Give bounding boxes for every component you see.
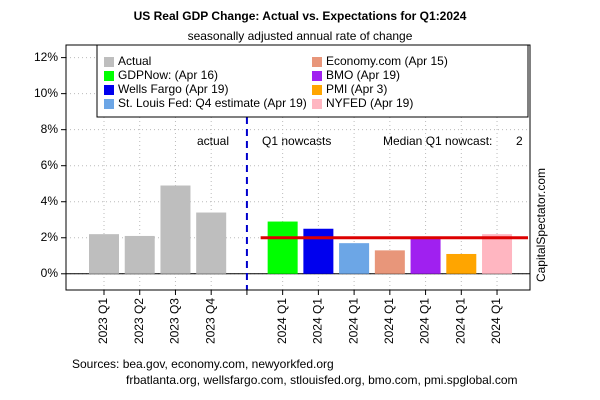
legend-swatch	[312, 57, 322, 67]
x-tick-label: 2024 Q1	[453, 298, 467, 344]
plot-frame	[65, 44, 531, 291]
bar	[410, 237, 441, 274]
y-tick-label: 8%	[41, 122, 59, 136]
median-label: Median Q1 nowcast:	[383, 134, 492, 148]
legend-swatch	[104, 99, 114, 109]
legend-label: GDPNow: (Apr 16)	[118, 68, 218, 82]
x-tick-label: 2024 Q1	[489, 298, 503, 344]
x-tick-label: 2024 Q1	[346, 298, 360, 344]
legend-swatch	[104, 85, 114, 95]
side-text: CapitalSpectator.com	[534, 168, 548, 282]
x-tick-label: 2023 Q2	[132, 298, 146, 344]
x-tick-label: 2023 Q3	[168, 298, 182, 344]
source-line: frbatlanta.org, wellsfargo.com, stlouisf…	[126, 373, 518, 387]
y-tick-label: 0%	[41, 266, 59, 280]
bar	[160, 185, 191, 274]
bar	[339, 243, 370, 274]
legend-swatch	[104, 57, 114, 67]
legend-swatch	[104, 71, 114, 81]
chart-subtitle: seasonally adjusted annual rate of chang…	[188, 29, 413, 43]
x-tick-label: 2024 Q1	[311, 298, 325, 344]
x-tick-label: 2024 Q1	[382, 298, 396, 344]
legend-label: NYFED (Apr 19)	[326, 96, 413, 110]
legend-label: Actual	[118, 54, 151, 68]
legend-label: PMI (Apr 3)	[326, 82, 387, 96]
source-line: Sources: bea.gov, economy.com, newyorkfe…	[72, 357, 334, 371]
median-value: 2	[516, 134, 523, 148]
x-tick-label: 2023 Q1	[96, 298, 110, 344]
bar	[124, 235, 155, 274]
legend-swatch	[312, 85, 322, 95]
legend-label: BMO (Apr 19)	[326, 68, 400, 82]
y-tick-label: 10%	[34, 86, 58, 100]
bar	[303, 228, 334, 274]
legend-label: St. Louis Fed: Q4 estimate (Apr 19)	[118, 96, 307, 110]
y-tick-label: 2%	[41, 230, 59, 244]
bar	[89, 234, 119, 274]
x-tick-label: 2024 Q1	[418, 298, 432, 344]
legend-label: Economy.com (Apr 15)	[326, 54, 448, 68]
bar	[374, 250, 405, 274]
y-tick-label: 4%	[41, 194, 59, 208]
legend-label: Wells Fargo (Apr 19)	[118, 82, 228, 96]
bar	[482, 234, 513, 274]
bar	[196, 212, 227, 274]
legend-swatch	[312, 71, 322, 81]
annotation: actual	[197, 134, 229, 148]
annotation: Q1 nowcasts	[262, 134, 331, 148]
y-tick-label: 6%	[41, 158, 59, 172]
legend-swatch	[312, 99, 322, 109]
x-tick-label: 2023 Q4	[203, 298, 217, 344]
y-tick-label: 12%	[34, 50, 58, 64]
x-tick-label: 2024 Q1	[275, 298, 289, 344]
bar	[446, 253, 477, 274]
chart-title: US Real GDP Change: Actual vs. Expectati…	[134, 9, 467, 23]
bar	[267, 221, 298, 274]
